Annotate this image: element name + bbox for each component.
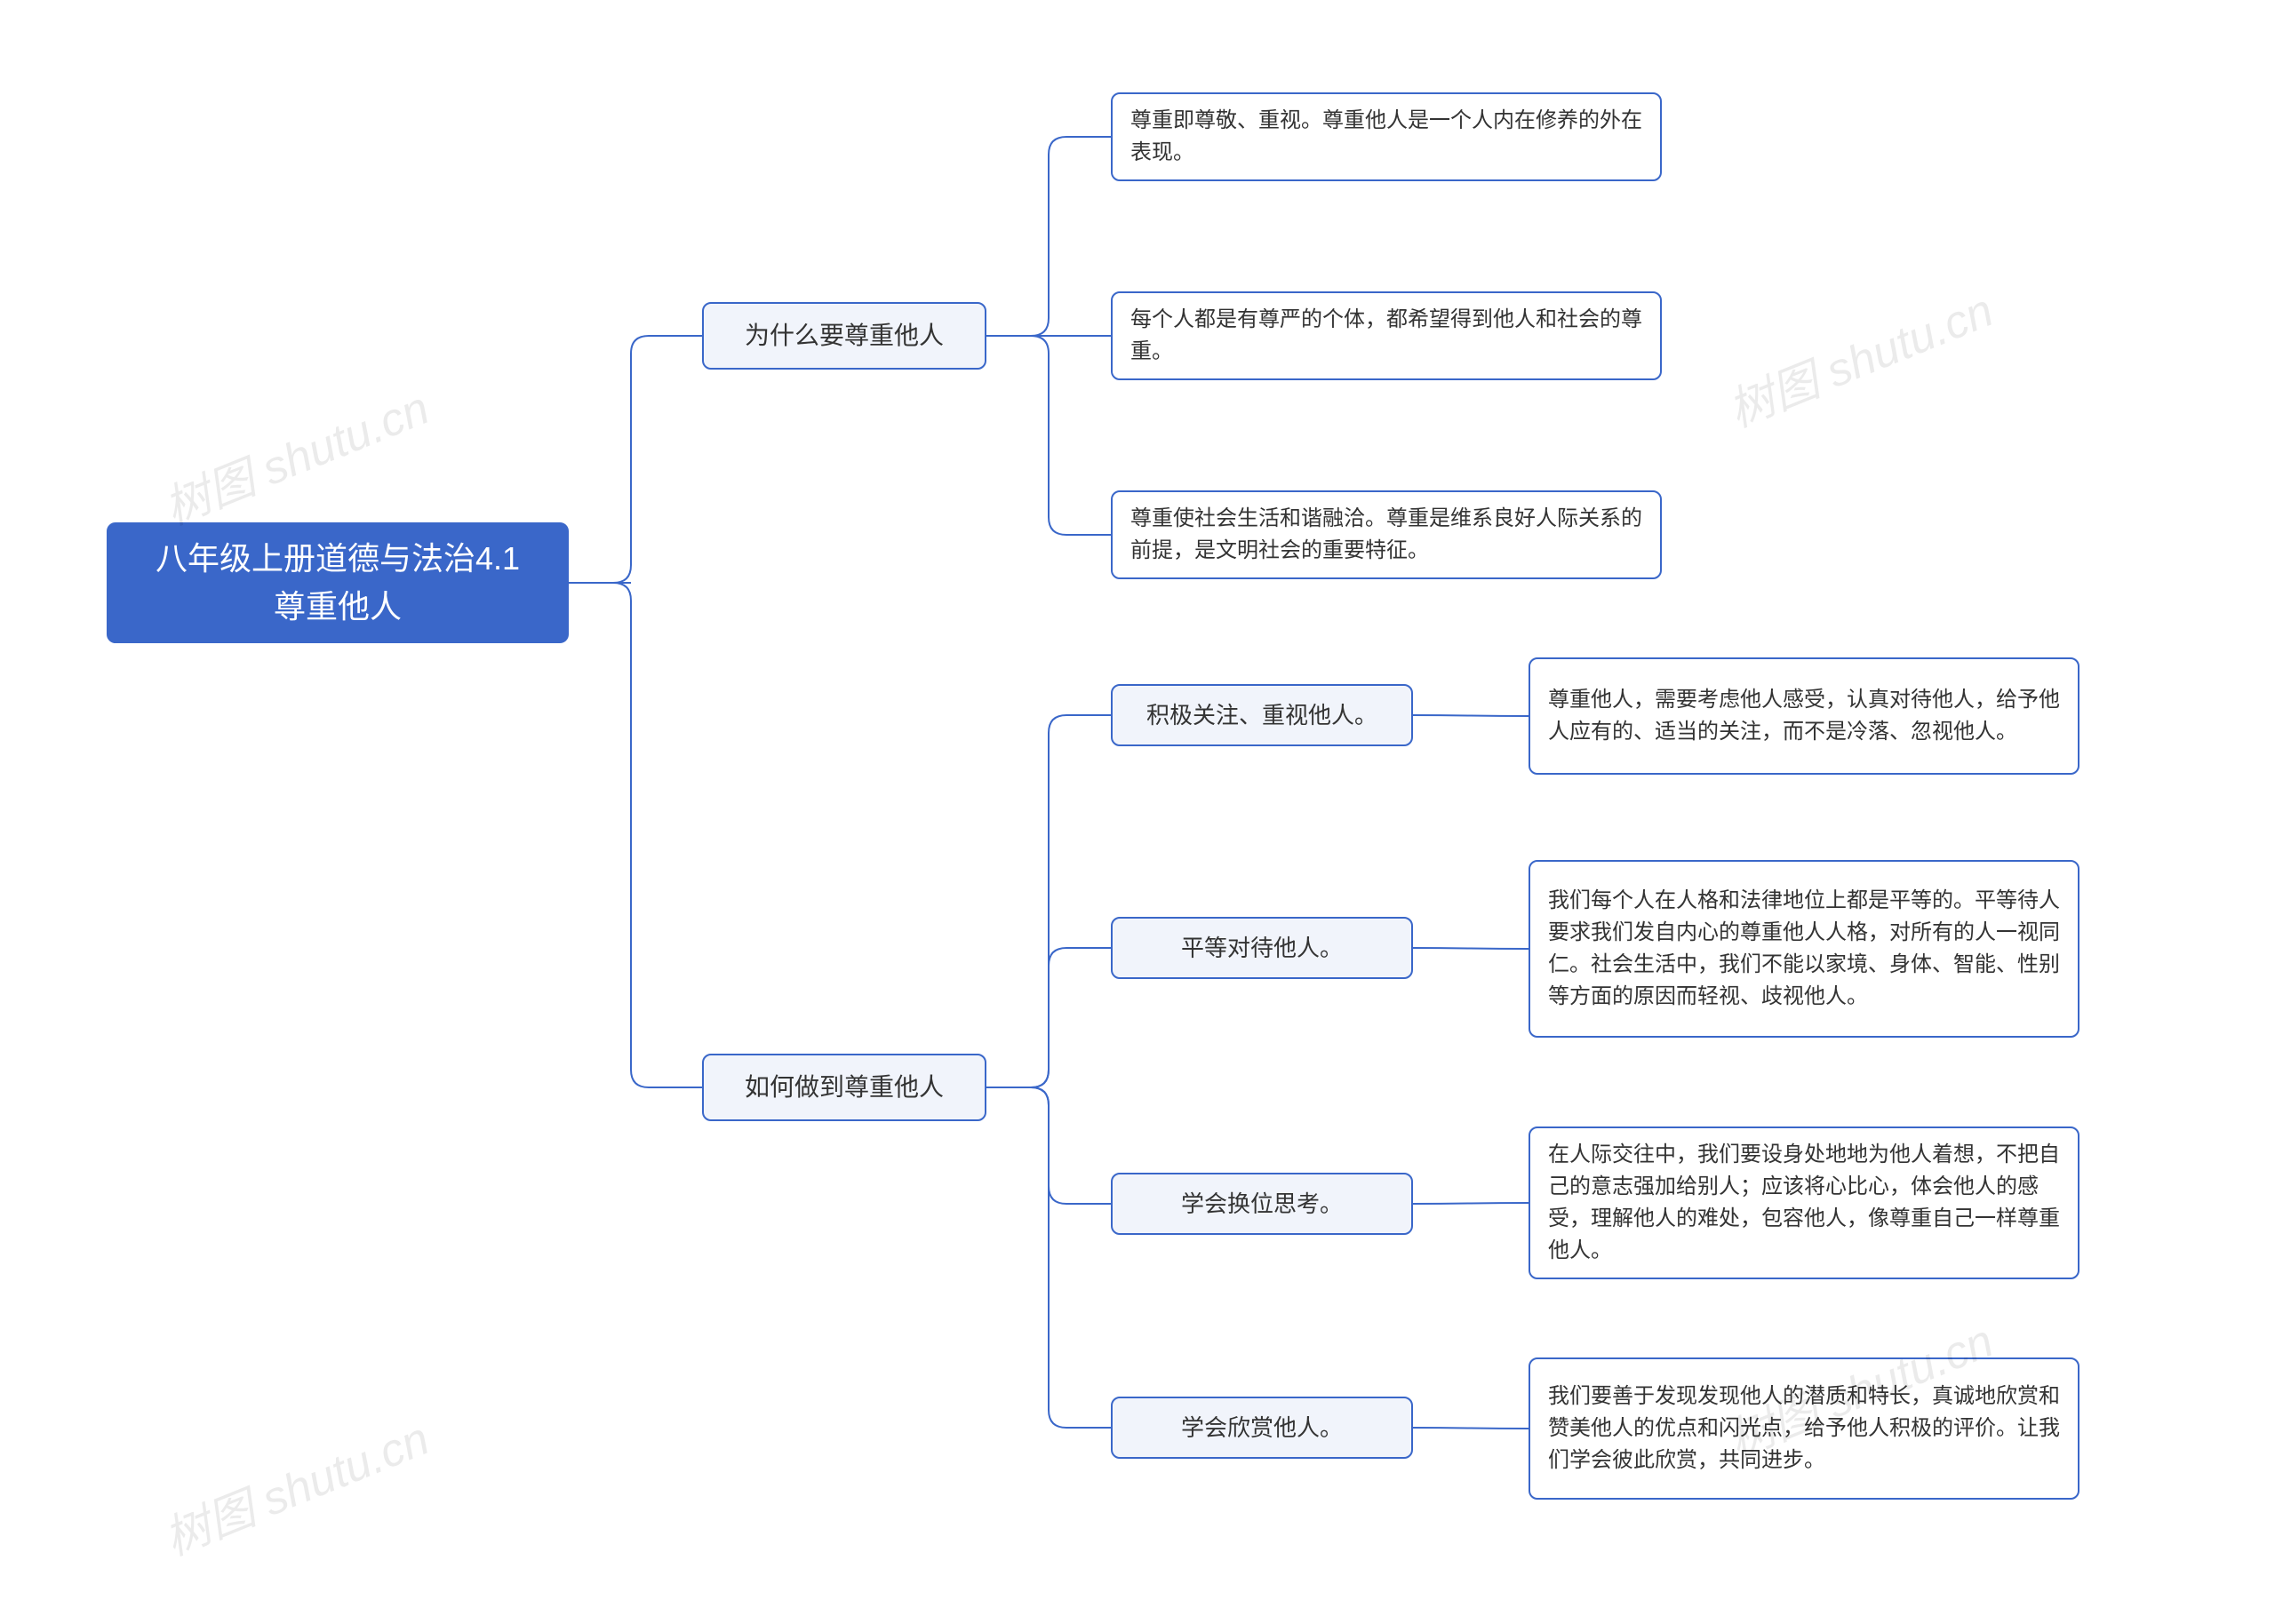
level2-node: 积极关注、重视他人。 bbox=[1111, 684, 1413, 746]
level2-node: 学会换位思考。 bbox=[1111, 1173, 1413, 1235]
leaf-label: 我们每个人在人格和法律地位上都是平等的。平等待人要求我们发自内心的尊重他人人格，… bbox=[1548, 885, 2060, 1013]
level2-node: 平等对待他人。 bbox=[1111, 917, 1413, 979]
root-label: 八年级上册道德与法治4.1 尊重他人 bbox=[156, 535, 520, 631]
leaf-node: 我们要善于发现发现他人的潜质和特长，真诚地欣赏和赞美他人的优点和闪光点，给予他人… bbox=[1529, 1357, 2079, 1500]
leaf-node: 尊重即尊敬、重视。尊重他人是一个人内在修养的外在表现。 bbox=[1111, 92, 1662, 181]
leaf-label: 在人际交往中，我们要设身处地地为他人着想，不把自己的意志强加给别人；应该将心比心… bbox=[1548, 1139, 2060, 1267]
level1-label: 为什么要尊重他人 bbox=[745, 317, 944, 354]
level2-label: 学会换位思考。 bbox=[1181, 1187, 1343, 1222]
level2-label: 积极关注、重视他人。 bbox=[1146, 698, 1377, 733]
leaf-label: 我们要善于发现发现他人的潜质和特长，真诚地欣赏和赞美他人的优点和闪光点，给予他人… bbox=[1548, 1381, 2060, 1477]
root-node: 八年级上册道德与法治4.1 尊重他人 bbox=[107, 522, 569, 643]
level2-label: 学会欣赏他人。 bbox=[1181, 1411, 1343, 1445]
level1-node: 如何做到尊重他人 bbox=[702, 1054, 986, 1121]
leaf-label: 尊重即尊敬、重视。尊重他人是一个人内在修养的外在表现。 bbox=[1130, 105, 1642, 169]
leaf-label: 每个人都是有尊严的个体，都希望得到他人和社会的尊重。 bbox=[1130, 304, 1642, 368]
watermark: 树图 shutu.cn bbox=[1717, 273, 2001, 440]
level1-node: 为什么要尊重他人 bbox=[702, 302, 986, 370]
leaf-node: 尊重使社会生活和谐融洽。尊重是维系良好人际关系的前提，是文明社会的重要特征。 bbox=[1111, 490, 1662, 579]
leaf-node: 每个人都是有尊严的个体，都希望得到他人和社会的尊重。 bbox=[1111, 291, 1662, 380]
watermark: 树图 shutu.cn bbox=[153, 370, 437, 537]
leaf-label: 尊重使社会生活和谐融洽。尊重是维系良好人际关系的前提，是文明社会的重要特征。 bbox=[1130, 503, 1642, 567]
level2-node: 学会欣赏他人。 bbox=[1111, 1397, 1413, 1459]
level2-label: 平等对待他人。 bbox=[1181, 931, 1343, 966]
leaf-label: 尊重他人，需要考虑他人感受，认真对待他人，给予他人应有的、适当的关注，而不是冷落… bbox=[1548, 684, 2060, 748]
watermark: 树图 shutu.cn bbox=[153, 1401, 437, 1568]
leaf-node: 我们每个人在人格和法律地位上都是平等的。平等待人要求我们发自内心的尊重他人人格，… bbox=[1529, 860, 2079, 1038]
level1-label: 如何做到尊重他人 bbox=[745, 1069, 944, 1106]
leaf-node: 在人际交往中，我们要设身处地地为他人着想，不把自己的意志强加给别人；应该将心比心… bbox=[1529, 1126, 2079, 1279]
leaf-node: 尊重他人，需要考虑他人感受，认真对待他人，给予他人应有的、适当的关注，而不是冷落… bbox=[1529, 657, 2079, 775]
